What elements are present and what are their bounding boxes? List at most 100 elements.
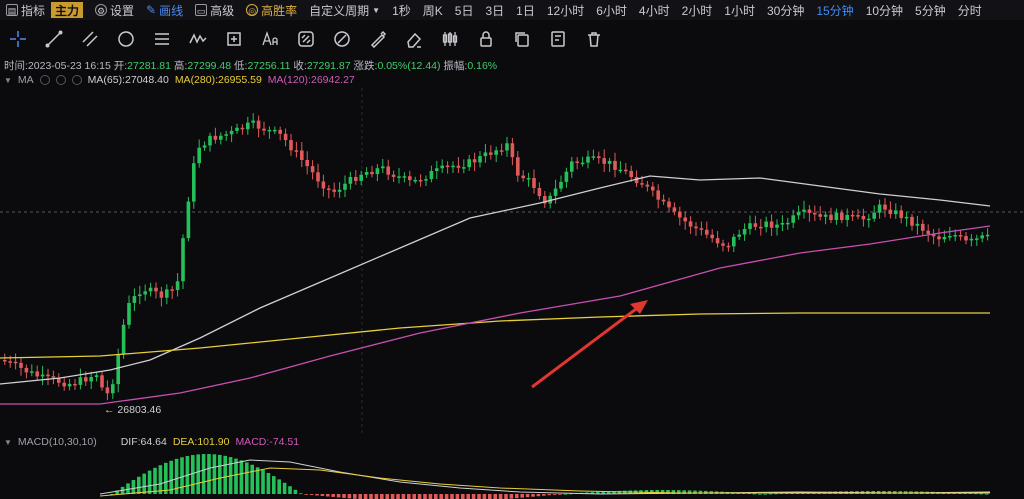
indicator-icon: ▤ — [6, 4, 18, 16]
macd-bar — [115, 490, 119, 494]
gear-icon: ⚙ — [95, 4, 108, 16]
macd-bar — [131, 480, 136, 494]
chevron-down-icon[interactable]: ▼ — [4, 437, 12, 447]
period-6[interactable]: 6小时 — [596, 3, 627, 18]
brush-tool[interactable] — [360, 26, 396, 52]
candlestick-chart[interactable] — [0, 88, 1024, 433]
ma120-line — [0, 225, 991, 405]
target-icon: ◎ — [246, 4, 259, 16]
wave-tool[interactable] — [180, 26, 216, 52]
period-9[interactable]: 1小时 — [724, 3, 755, 18]
candle-body — [640, 183, 644, 185]
period-13[interactable]: 5分钟 — [915, 3, 946, 18]
period-4[interactable]: 1日 — [516, 3, 535, 18]
period-0[interactable]: 1秒 — [392, 3, 411, 18]
period-12[interactable]: 10分钟 — [865, 3, 904, 18]
macd-bar — [606, 491, 611, 494]
settings-icon[interactable] — [39, 75, 50, 85]
period-7[interactable]: 4小时 — [638, 3, 670, 18]
candle-body — [861, 215, 866, 220]
macd-label: MACD(10,30,10) — [17, 436, 97, 448]
chevron-down-icon[interactable]: ▼ — [4, 75, 12, 85]
ma280-line — [0, 312, 990, 359]
period-14[interactable]: 分时 — [957, 3, 982, 18]
period-11[interactable]: 15分钟 — [816, 3, 854, 18]
horizontal-lines-tool[interactable] — [144, 26, 180, 52]
macd-bar — [428, 494, 433, 499]
candle-body — [435, 168, 439, 171]
trendline-tool[interactable] — [36, 26, 72, 52]
macd-bar — [358, 494, 362, 499]
candle-body — [289, 140, 293, 151]
note-tool[interactable] — [540, 26, 576, 52]
period-3[interactable]: 3日 — [485, 3, 505, 18]
text-tool[interactable] — [252, 26, 288, 52]
eraser-tool[interactable] — [396, 26, 432, 52]
candle-body — [813, 212, 817, 215]
candle-body — [354, 177, 358, 181]
crosshair-icon — [10, 31, 26, 47]
macd-bar — [552, 494, 557, 495]
candle-body — [742, 228, 747, 235]
candle-body — [418, 179, 423, 182]
candles-tool[interactable] — [432, 26, 468, 52]
candle-body — [483, 152, 488, 157]
candle-body — [516, 157, 520, 176]
period-2[interactable]: 5日 — [454, 3, 474, 18]
candle-body — [116, 354, 120, 385]
macd-bar — [677, 490, 681, 494]
advanced-menu[interactable]: ▭ 高级 — [189, 0, 240, 20]
candle-body — [796, 211, 801, 216]
candle-body — [753, 223, 758, 227]
close-icon[interactable] — [71, 75, 82, 85]
winrate-label: 高胜率 — [261, 3, 298, 18]
macd-bar — [153, 467, 157, 494]
winrate-menu[interactable]: ◎ 高胜率 — [240, 0, 303, 20]
magnet-tool[interactable] — [288, 26, 324, 52]
measure-tool[interactable] — [216, 26, 252, 52]
candle-body — [888, 209, 893, 215]
period-8[interactable]: 2小时 — [681, 3, 713, 18]
candle-body — [969, 238, 974, 241]
ma-legend: ▼ MA MA(65):27048.40 MA(280):26955.59 MA… — [4, 74, 355, 86]
crosshair-tool[interactable] — [0, 26, 36, 52]
candle-body — [424, 179, 428, 181]
briefcase-icon: ▭ — [195, 4, 208, 16]
copy-tool[interactable] — [504, 26, 540, 52]
eye-icon[interactable] — [55, 75, 66, 85]
macd-chart[interactable] — [0, 448, 1024, 499]
indicator-menu[interactable]: ▤ 指标 — [0, 0, 51, 20]
candle-body — [737, 234, 741, 237]
candle-body — [694, 226, 698, 229]
candle-body — [73, 383, 77, 386]
snap-tool[interactable] — [324, 26, 360, 52]
settings-menu[interactable]: ⚙ 设置 — [89, 0, 140, 20]
macd-bar — [536, 494, 541, 497]
period-5[interactable]: 12小时 — [546, 3, 585, 18]
macd-bar — [466, 494, 470, 499]
lock-icon — [480, 31, 492, 47]
period-list: 1秒 周K 5日 3日 1日 12小时 6小时 4小时 2小时 1小时 30分钟 15分钟 10分钟 5分… — [386, 2, 988, 19]
candle-body — [618, 169, 623, 172]
draw-menu[interactable]: ✎ 画线 — [140, 0, 189, 20]
custom-period-menu[interactable]: 自定义周期 ▼ — [303, 0, 386, 20]
circle-tool[interactable] — [108, 26, 144, 52]
zhuli-badge[interactable]: 主力 — [51, 2, 84, 18]
macd-bar — [142, 473, 146, 494]
parallel-channel-tool[interactable] — [72, 26, 108, 52]
candle-body — [391, 174, 396, 177]
brush-icon — [370, 30, 387, 48]
candle-body — [408, 176, 412, 181]
zigzag-icon — [189, 33, 207, 44]
period-1[interactable]: 周K — [422, 3, 443, 18]
ma280-value: MA(280):26955.59 — [174, 74, 262, 86]
delete-tool[interactable] — [576, 26, 612, 52]
macd-bar — [315, 494, 319, 496]
macd-legend: ▼ MACD(10,30,10) DIF:64.64 DEA:101.90 MA… — [4, 436, 299, 448]
candle-body — [3, 360, 7, 362]
period-10[interactable]: 30分钟 — [766, 3, 805, 18]
candle-body — [553, 188, 558, 196]
candle-body — [381, 166, 385, 169]
candle-body — [678, 211, 682, 218]
lock-tool[interactable] — [468, 26, 504, 52]
